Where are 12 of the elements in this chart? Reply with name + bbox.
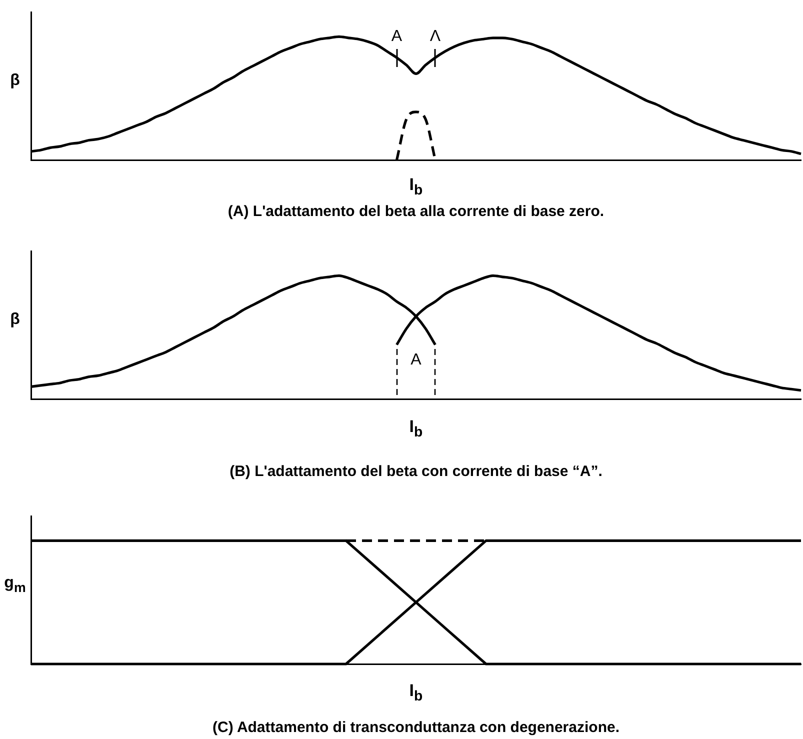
y-axis-title: β	[10, 311, 20, 328]
y-axis-title: β	[10, 72, 20, 89]
text: (A) L'adattamento del beta alla corrente di base zero.	[228, 202, 604, 220]
annotation: A	[410, 351, 422, 368]
text: (B) L'adattamento del beta con corrente di base “A”.	[230, 462, 602, 480]
annotation: Λ	[430, 28, 441, 46]
y-axis-title: g$_{m}$	[4, 574, 26, 595]
annotation: A	[391, 28, 402, 46]
x-axis-title: I$_{b}$	[409, 417, 423, 441]
x-axis-title: I$_{b}$	[409, 681, 423, 705]
x-axis-title: I$_{b}$	[409, 175, 423, 199]
text: (C) Adattamento di transconduttanza con degenerazione.	[212, 718, 620, 736]
